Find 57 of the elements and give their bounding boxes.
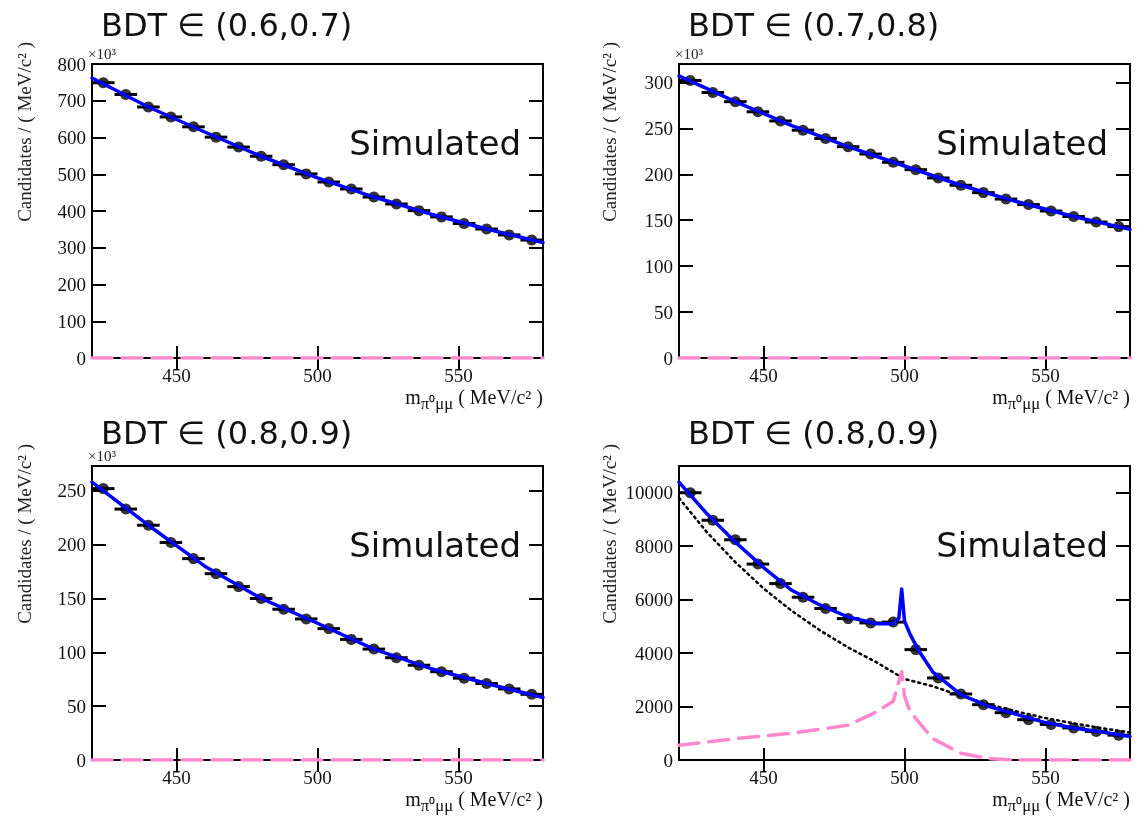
y-tick-label: 0 xyxy=(76,347,86,369)
annotation: Simulated xyxy=(349,525,521,565)
x-tick-label: 450 xyxy=(749,365,778,386)
y-tick-label: 6000 xyxy=(635,589,673,611)
y-tick-label: 4000 xyxy=(635,642,673,664)
x-axis-title: m$_{π⁰μμ}$ ( MeV/c² ) xyxy=(405,788,543,817)
y-tick-label: 0 xyxy=(76,749,86,771)
y-axis-title: Candidates / ( MeV/c² ) xyxy=(598,42,621,222)
x-axis-title: m$_{π⁰μμ}$ ( MeV/c² ) xyxy=(992,386,1130,415)
x-tick-label: 500 xyxy=(303,365,332,386)
chart-title: BDT ∈ (0.7,0.8) xyxy=(688,6,940,44)
text: ×10³ xyxy=(88,45,117,62)
x-axis-title: m$_{π⁰μμ}$ ( MeV/c² ) xyxy=(992,788,1130,817)
y-tick-label: 50 xyxy=(67,695,86,717)
y-tick-label: 800 xyxy=(57,53,86,75)
y-tick-label: 0 xyxy=(663,347,673,369)
y-tick-label: 500 xyxy=(57,163,86,185)
y-tick-label: 100 xyxy=(57,641,86,663)
y-tick-label: 400 xyxy=(57,200,86,222)
chart-title: BDT ∈ (0.6,0.7) xyxy=(101,6,353,44)
y-tick-label: 50 xyxy=(654,301,673,323)
y-axis-title: Candidates / ( MeV/c² ) xyxy=(13,444,36,624)
y-tick-label: 250 xyxy=(644,117,673,139)
chart-title: BDT ∈ (0.8,0.9) xyxy=(688,414,940,452)
y-tick-label: 250 xyxy=(57,480,86,502)
y-tick-label: 700 xyxy=(57,90,86,112)
annotation: Simulated xyxy=(349,123,521,163)
x-axis-title: m$_{π⁰μμ}$ ( MeV/c² ) xyxy=(405,386,543,415)
x-tick-label: 450 xyxy=(162,767,191,788)
y-tick-label: 8000 xyxy=(635,535,673,557)
y-tick-label: 200 xyxy=(57,274,86,295)
y-tick-label: 2000 xyxy=(635,696,673,718)
y-axis-title: Candidates / ( MeV/c² ) xyxy=(13,42,36,222)
x-tick-label: 500 xyxy=(303,767,332,788)
x-tick-label: 500 xyxy=(890,767,919,788)
y-tick-label: 150 xyxy=(644,209,673,231)
y-tick-label: 150 xyxy=(57,587,86,609)
y-tick-label: 600 xyxy=(57,127,86,148)
y-tick-label: 100 xyxy=(57,310,86,332)
y-tick-label: 200 xyxy=(644,163,673,185)
y-axis-title: Candidates / ( MeV/c² ) xyxy=(598,444,621,624)
x-tick-label: 550 xyxy=(1031,767,1060,788)
x-tick-label: 550 xyxy=(1031,365,1060,386)
y-tick-label: 100 xyxy=(644,255,673,277)
x-tick-label: 450 xyxy=(749,767,778,788)
x-tick-label: 550 xyxy=(444,767,473,788)
annotation: Simulated xyxy=(936,525,1108,565)
x-tick-label: 550 xyxy=(444,365,473,386)
y-tick-label: 300 xyxy=(644,71,673,93)
x-tick-label: 500 xyxy=(890,365,919,386)
y-tick-label: 300 xyxy=(57,237,86,259)
text: ×10³ xyxy=(675,45,704,62)
x-tick-label: 450 xyxy=(162,365,191,386)
y-tick-label: 200 xyxy=(57,534,86,556)
y-tick-label: 10000 xyxy=(625,482,673,504)
y-tick-label: 0 xyxy=(663,749,673,771)
annotation: Simulated xyxy=(936,123,1108,163)
